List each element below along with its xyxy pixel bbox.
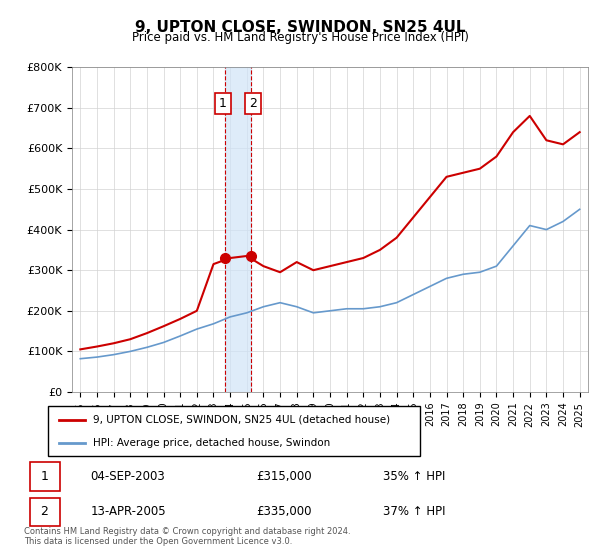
Text: £315,000: £315,000 bbox=[256, 470, 311, 483]
Bar bbox=[224, 67, 251, 392]
Text: 9, UPTON CLOSE, SWINDON, SN25 4UL: 9, UPTON CLOSE, SWINDON, SN25 4UL bbox=[135, 20, 465, 35]
Text: HPI: Average price, detached house, Swindon: HPI: Average price, detached house, Swin… bbox=[92, 438, 330, 448]
Text: 1: 1 bbox=[40, 470, 49, 483]
Text: 35% ↑ HPI: 35% ↑ HPI bbox=[383, 470, 445, 483]
Text: 9, UPTON CLOSE, SWINDON, SN25 4UL (detached house): 9, UPTON CLOSE, SWINDON, SN25 4UL (detac… bbox=[92, 414, 390, 424]
Text: Price paid vs. HM Land Registry's House Price Index (HPI): Price paid vs. HM Land Registry's House … bbox=[131, 31, 469, 44]
Text: 2: 2 bbox=[40, 505, 49, 518]
Text: 2: 2 bbox=[249, 97, 257, 110]
FancyBboxPatch shape bbox=[29, 498, 60, 526]
Text: Contains HM Land Registry data © Crown copyright and database right 2024.
This d: Contains HM Land Registry data © Crown c… bbox=[24, 526, 350, 546]
FancyBboxPatch shape bbox=[29, 463, 60, 491]
Text: 13-APR-2005: 13-APR-2005 bbox=[90, 505, 166, 518]
Text: 04-SEP-2003: 04-SEP-2003 bbox=[90, 470, 165, 483]
Text: 37% ↑ HPI: 37% ↑ HPI bbox=[383, 505, 445, 518]
Text: 1: 1 bbox=[219, 97, 227, 110]
Text: £335,000: £335,000 bbox=[256, 505, 311, 518]
FancyBboxPatch shape bbox=[48, 406, 420, 456]
